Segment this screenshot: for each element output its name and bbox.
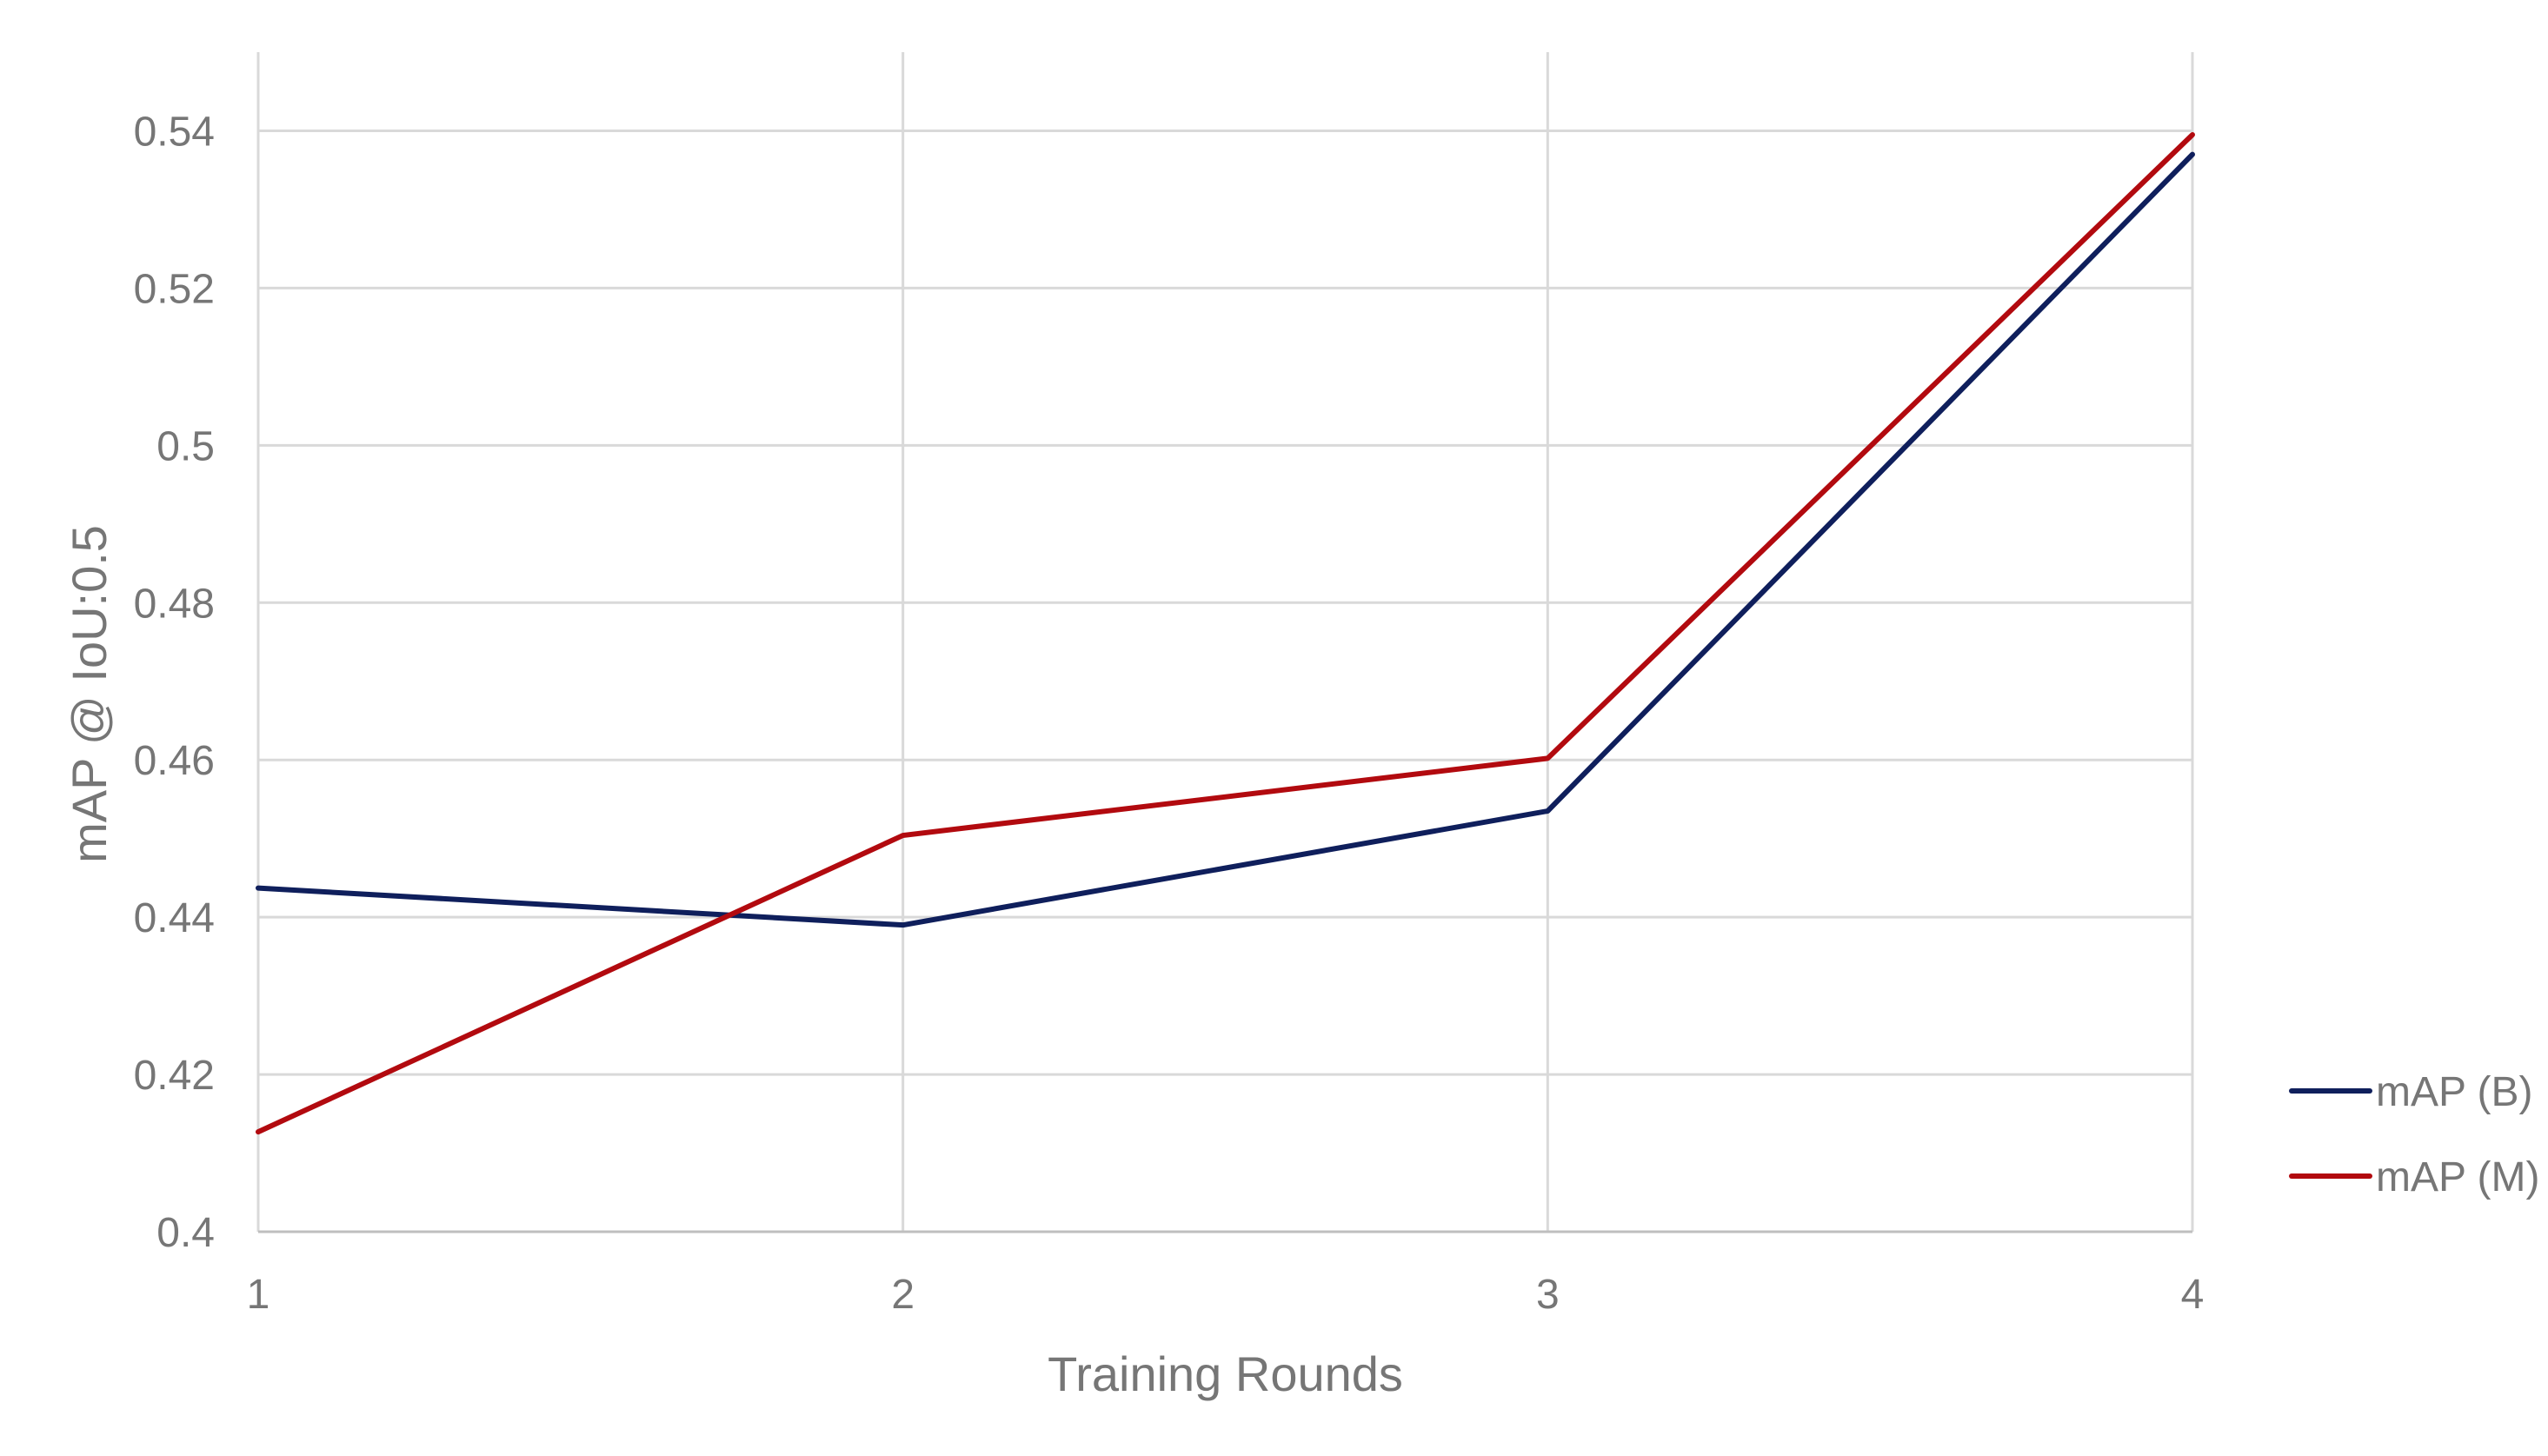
series-line-map-b [256,151,2195,928]
tick-labels: 0.4 0.42 0.44 0.46 0.48 0.5 0.52 0.54 1 2 3 4 [134,109,2205,1318]
x-axis-title: Training Rounds [1048,1346,1403,1401]
y-axis-title: mAP @ IoU:0.5 [62,525,116,863]
x-tick-label: 4 [2181,1272,2205,1318]
y-tick-label: 0.5 [156,423,215,469]
gridlines [256,52,2194,1232]
y-tick-label: 0.4 [156,1210,215,1256]
legend-label: mAP (M) [2376,1154,2539,1200]
x-tick-label: 1 [247,1272,270,1318]
legend: mAP (B) mAP (M) [2289,1069,2539,1200]
y-tick-label: 0.42 [134,1053,215,1099]
series-line-map-m [256,131,2195,1135]
legend-label: mAP (B) [2376,1069,2532,1115]
y-tick-label: 0.54 [134,109,215,155]
series-lines [256,131,2195,1135]
x-tick-label: 3 [1536,1272,1560,1318]
y-tick-label: 0.44 [134,895,215,941]
y-tick-label: 0.46 [134,738,215,784]
y-tick-label: 0.48 [134,581,215,627]
y-tick-label: 0.52 [134,266,215,312]
x-tick-label: 2 [891,1272,915,1318]
